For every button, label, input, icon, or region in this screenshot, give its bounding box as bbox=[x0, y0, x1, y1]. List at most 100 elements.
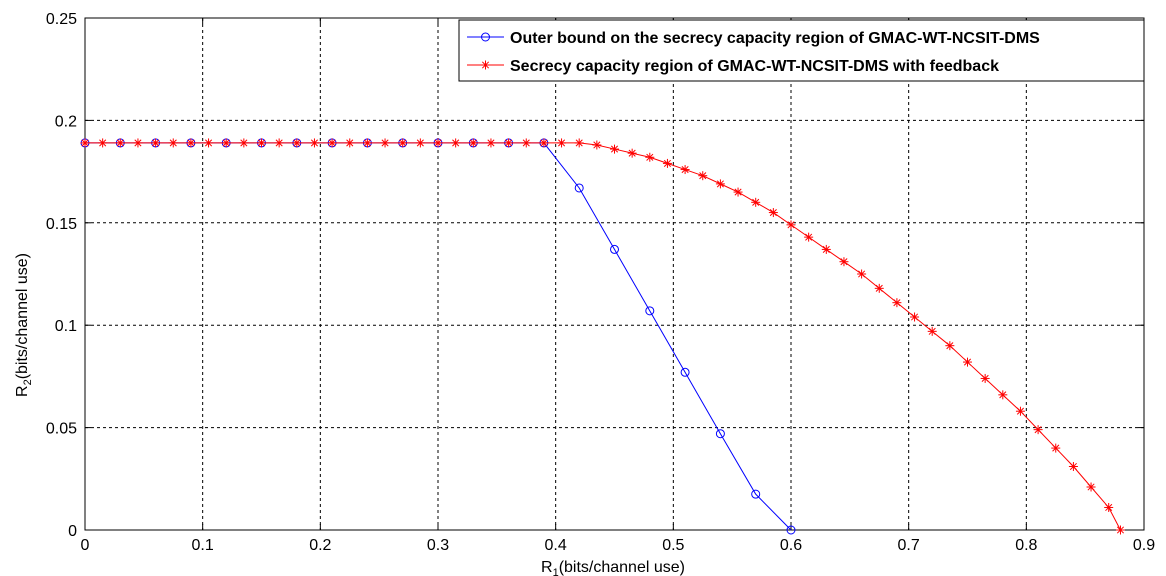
data-point bbox=[486, 138, 496, 148]
data-point bbox=[1033, 425, 1043, 435]
legend-label-feedback: Secrecy capacity region of GMAC-WT-NCSIT… bbox=[510, 58, 999, 75]
y-tick-label: 0.25 bbox=[46, 11, 77, 28]
data-point bbox=[857, 269, 867, 279]
plot-frame bbox=[84, 17, 1145, 531]
x-tick-label: 0.8 bbox=[1015, 537, 1037, 554]
y-axis-label: R2(bits/channel use) bbox=[14, 253, 34, 397]
x-tick-label: 0.5 bbox=[662, 537, 684, 554]
series-1 bbox=[80, 138, 1125, 535]
data-point bbox=[1104, 502, 1114, 512]
x-tick-label: 0.1 bbox=[192, 537, 214, 554]
y-tick-label: 0.1 bbox=[55, 318, 77, 335]
data-point bbox=[574, 183, 584, 193]
data-point bbox=[839, 257, 849, 267]
data-point bbox=[945, 341, 955, 351]
data-point bbox=[345, 138, 355, 148]
data-point bbox=[362, 138, 372, 148]
x-tick-label: 0.9 bbox=[1133, 537, 1155, 554]
data-point bbox=[592, 140, 602, 150]
legend: Outer bound on the secrecy capacity regi… bbox=[458, 19, 1145, 82]
data-point bbox=[433, 138, 443, 148]
data-point bbox=[151, 138, 161, 148]
data-point bbox=[963, 357, 972, 367]
data-point bbox=[133, 138, 143, 148]
x-axis-ticks: 0 0.1 0.2 0.3 0.4 0.5 0.6 0.7 0.8 0.9 bbox=[81, 18, 1155, 554]
data-point bbox=[1051, 443, 1061, 453]
data-point bbox=[415, 138, 425, 148]
data-point bbox=[680, 165, 690, 175]
x-tick-label: 0.6 bbox=[780, 537, 802, 554]
data-point bbox=[1115, 525, 1125, 535]
data-point bbox=[1015, 406, 1025, 416]
data-point bbox=[274, 138, 284, 148]
data-point bbox=[768, 208, 778, 218]
y-axis-ticks: 0 0.05 0.1 0.15 0.2 0.25 bbox=[46, 11, 1144, 540]
data-point bbox=[786, 220, 796, 230]
data-point bbox=[98, 138, 108, 148]
data-point bbox=[645, 306, 655, 316]
data-point bbox=[504, 138, 514, 148]
legend-box bbox=[458, 19, 1145, 82]
x-tick-label: 0.2 bbox=[309, 537, 331, 554]
data-point bbox=[892, 298, 902, 308]
data-point bbox=[521, 138, 531, 148]
data-point bbox=[980, 373, 990, 383]
data-point bbox=[557, 138, 567, 148]
data-point bbox=[539, 138, 549, 148]
x-tick-label: 0.4 bbox=[545, 537, 567, 554]
x-tick-label: 0.3 bbox=[427, 537, 449, 554]
legend-marker-star bbox=[481, 60, 490, 70]
data-point bbox=[662, 158, 672, 168]
data-point bbox=[451, 138, 461, 148]
data-point bbox=[80, 138, 90, 148]
data-point bbox=[821, 244, 831, 254]
data-point bbox=[204, 138, 214, 148]
x-axis-label: R1(bits/channel use) bbox=[541, 559, 685, 576]
data-point bbox=[1068, 462, 1078, 472]
data-point bbox=[1086, 482, 1096, 492]
data-point bbox=[380, 138, 390, 148]
data-point bbox=[733, 187, 743, 197]
data-point bbox=[292, 138, 302, 148]
grid-lines bbox=[85, 18, 1144, 530]
data-point bbox=[645, 152, 655, 162]
y-tick-label: 0.05 bbox=[46, 421, 77, 438]
data-point bbox=[786, 525, 796, 535]
data-point bbox=[468, 138, 478, 148]
data-point bbox=[715, 429, 725, 439]
data-point bbox=[221, 138, 231, 148]
data-point bbox=[998, 390, 1008, 400]
y-tick-label: 0.2 bbox=[55, 113, 77, 130]
data-point bbox=[168, 138, 178, 148]
legend-marker-circle bbox=[481, 32, 490, 42]
data-point bbox=[874, 283, 884, 293]
data-point bbox=[698, 171, 708, 181]
data-point bbox=[574, 138, 584, 148]
data-point bbox=[239, 138, 249, 148]
data-point bbox=[715, 179, 725, 189]
data-point bbox=[751, 197, 761, 207]
data-point bbox=[309, 138, 319, 148]
y-tick-label: 0.15 bbox=[46, 216, 77, 233]
legend-entry-feedback: Secrecy capacity region of GMAC-WT-NCSIT… bbox=[467, 58, 999, 75]
x-tick-label: 0 bbox=[81, 537, 90, 554]
data-point bbox=[398, 138, 408, 148]
data-point bbox=[610, 144, 619, 154]
data-point bbox=[680, 367, 690, 377]
data-point bbox=[751, 489, 761, 499]
data-point bbox=[257, 138, 266, 148]
data-point bbox=[804, 232, 814, 242]
y-tick-label: 0 bbox=[68, 523, 77, 540]
data-point bbox=[627, 148, 637, 158]
data-point bbox=[186, 138, 196, 148]
data-point bbox=[910, 312, 920, 322]
data-point bbox=[610, 244, 619, 254]
x-tick-label: 0.7 bbox=[898, 537, 920, 554]
series-layer bbox=[80, 138, 1125, 535]
data-point bbox=[327, 138, 337, 148]
legend-entry-outer-bound: Outer bound on the secrecy capacity regi… bbox=[467, 30, 1040, 47]
data-point bbox=[927, 326, 937, 336]
data-point bbox=[115, 138, 125, 148]
